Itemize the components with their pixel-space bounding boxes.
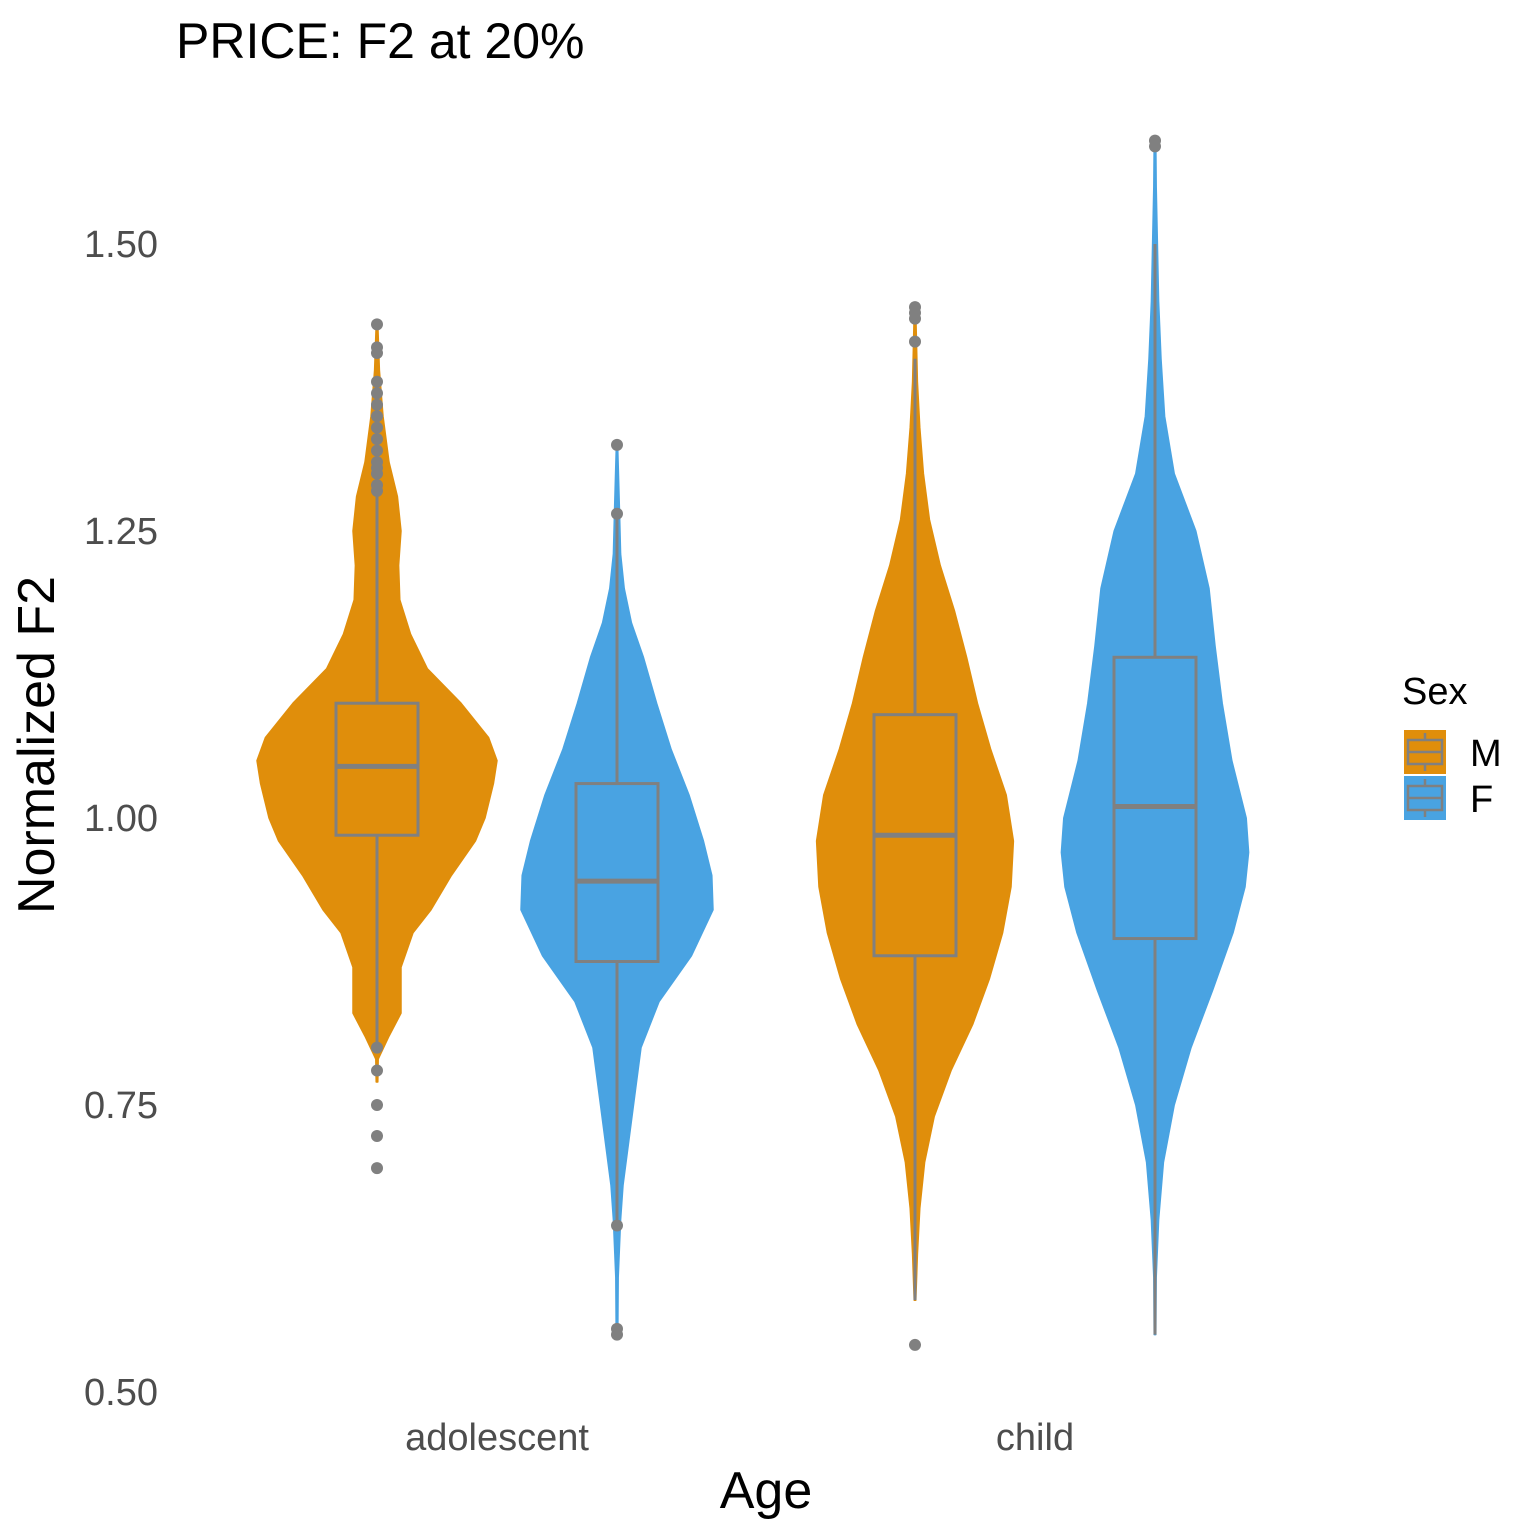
outlier-point xyxy=(909,335,921,348)
box xyxy=(1112,655,1198,941)
legend-label: M xyxy=(1470,733,1502,775)
outlier-point xyxy=(371,1099,383,1111)
outlier-point xyxy=(371,1162,383,1175)
legend-title: Sex xyxy=(1402,671,1467,713)
legend-entry-M: M xyxy=(1404,730,1502,775)
outlier-point xyxy=(371,1129,383,1142)
violin-group-M-adolescent xyxy=(256,318,498,1175)
x-tick-label: adolescent xyxy=(405,1417,589,1459)
outlier-point xyxy=(371,387,383,400)
x-axis: adolescent child xyxy=(405,1417,1074,1459)
y-tick-label: 0.75 xyxy=(84,1085,158,1127)
plot-area xyxy=(256,134,1250,1351)
legend-label: F xyxy=(1470,779,1493,821)
outlier-point xyxy=(371,318,383,331)
outlier-point xyxy=(611,1219,623,1232)
x-tick-label: child xyxy=(996,1417,1074,1459)
y-tick-label: 0.50 xyxy=(84,1372,158,1414)
outlier-point xyxy=(1149,134,1161,147)
violin-group-M-child xyxy=(815,301,1015,1351)
outlier-point xyxy=(909,1338,921,1351)
chart-title: PRICE: F2 at 20% xyxy=(176,13,585,69)
outlier-point xyxy=(909,301,921,314)
y-tick-label: 1.00 xyxy=(84,798,158,840)
outlier-point xyxy=(611,1322,623,1335)
outlier-point xyxy=(371,479,383,492)
box xyxy=(334,701,420,837)
outlier-point xyxy=(611,438,623,451)
x-axis-title: Age xyxy=(720,1462,813,1520)
y-axis: 0.50 0.75 1.00 1.25 1.50 xyxy=(84,224,158,1414)
outlier-point xyxy=(371,433,383,446)
y-axis-title: Normalized F2 xyxy=(8,576,66,914)
violin-group-F-adolescent xyxy=(520,438,714,1341)
box xyxy=(574,782,660,963)
violin-group-F-child xyxy=(1060,134,1250,1336)
outlier-point xyxy=(611,507,623,520)
outlier-point xyxy=(371,1064,383,1077)
outlier-point xyxy=(371,375,383,388)
y-tick-label: 1.25 xyxy=(84,511,158,553)
legend: Sex MF xyxy=(1402,671,1502,821)
legend-entry-F: F xyxy=(1404,776,1493,821)
outlier-point xyxy=(371,1041,383,1054)
outlier-point xyxy=(371,421,383,434)
outlier-point xyxy=(371,410,383,423)
outlier-point xyxy=(371,398,383,411)
y-tick-label: 1.50 xyxy=(84,224,158,266)
outlier-point xyxy=(371,456,383,469)
outlier-point xyxy=(371,341,383,354)
outlier-point xyxy=(371,444,383,457)
